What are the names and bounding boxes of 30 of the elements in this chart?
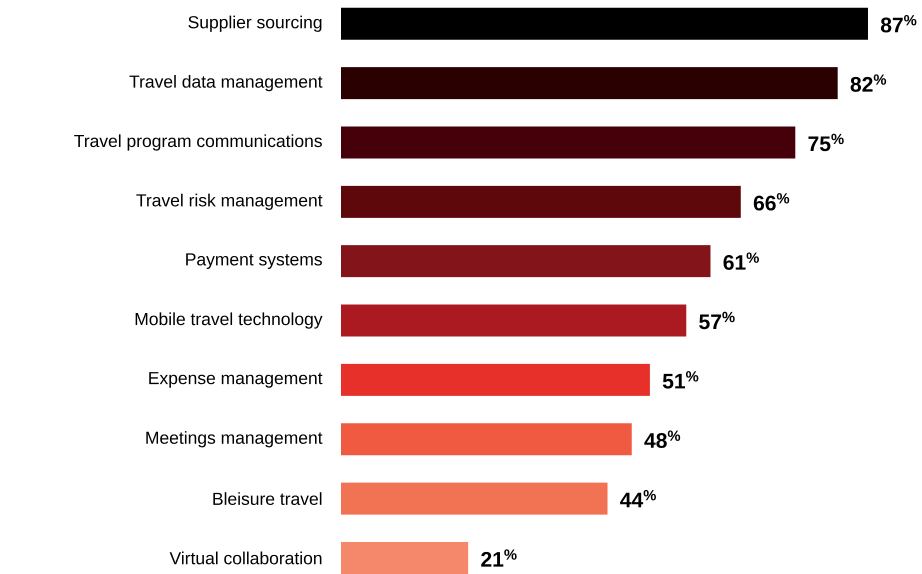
y-tick-label: Travel risk management [136, 194, 322, 210]
bar [341, 8, 868, 40]
y-tick-label: Bleisure travel [213, 492, 322, 506]
data-label: 75$^{%}$ [808, 134, 844, 152]
bar [341, 364, 650, 396]
y-tick-label: Expense management [149, 372, 322, 388]
data-label: 57$^{%}$ [699, 312, 735, 330]
bar [341, 423, 632, 456]
data-label: 21$^{%}$ [481, 549, 517, 567]
bar [341, 482, 608, 515]
data-label: 51$^{%}$ [662, 371, 698, 389]
bar [341, 126, 796, 158]
bar [341, 542, 468, 574]
y-tick-label: Travel program communications [74, 134, 322, 151]
y-tick-label: Supplier sourcing [188, 16, 322, 32]
bar [341, 186, 741, 218]
bar [341, 67, 838, 100]
data-label: 82$^{%}$ [850, 74, 886, 92]
bar [341, 304, 686, 337]
y-tick-label: Travel data management [129, 74, 322, 92]
data-label: 66$^{%}$ [754, 193, 790, 211]
data-label: 61$^{%}$ [724, 252, 759, 270]
y-tick-label: Mobile travel technology [136, 312, 323, 329]
y-tick-label: Meetings management [146, 431, 322, 448]
y-tick-label: Virtual collaboration [170, 552, 322, 564]
data-label: 87$^{%}$ [880, 15, 916, 32]
y-tick-label: Payment systems [186, 253, 322, 269]
data-label: 48$^{%}$ [644, 430, 680, 448]
bar [341, 245, 710, 278]
data-label: 44$^{%}$ [620, 490, 656, 508]
